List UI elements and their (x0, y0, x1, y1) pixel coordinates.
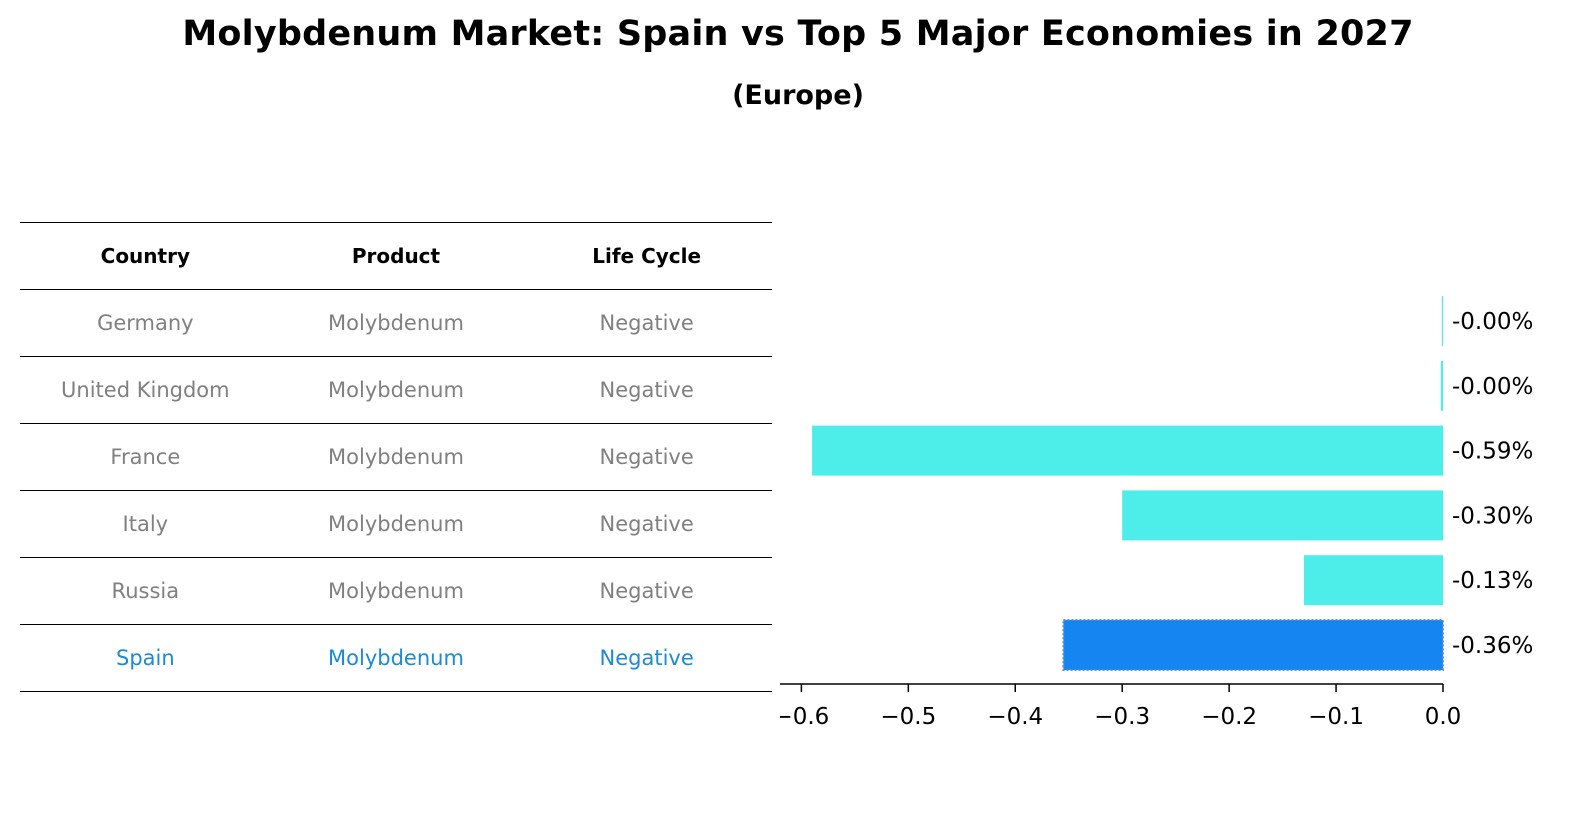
table-row-highlighted: Spain Molybdenum Negative (20, 624, 772, 692)
bar-spain (1062, 619, 1444, 671)
cell-product: Molybdenum (270, 490, 522, 558)
data-table: Country Product Life Cycle Germany Molyb… (20, 222, 772, 692)
cell-country: Russia (20, 557, 271, 625)
header-product: Product (270, 222, 522, 290)
x-tick-label: −0.4 (987, 704, 1043, 730)
bar-italy (1122, 490, 1443, 541)
cell-product: Molybdenum (270, 289, 522, 357)
bar-russia (1303, 555, 1443, 606)
cell-country: Germany (20, 289, 271, 357)
x-tick-label: −0.5 (880, 704, 936, 730)
bar-value-label: -0.30% (1452, 503, 1533, 529)
cell-product: Molybdenum (270, 557, 522, 625)
bar-germany (1441, 296, 1443, 346)
cell-product: Molybdenum (270, 624, 522, 692)
cell-product: Molybdenum (270, 356, 522, 424)
table-row: United Kingdom Molybdenum Negative (20, 356, 772, 424)
header-country: Country (20, 222, 271, 290)
bar-value-label: -0.59% (1452, 439, 1533, 465)
country-table: Country Product Life Cycle Germany Molyb… (20, 222, 772, 692)
table-row: Germany Molybdenum Negative (20, 289, 772, 357)
table-row: France Molybdenum Negative (20, 423, 772, 491)
bar-united-kingdom (1440, 360, 1443, 411)
cell-life-cycle: Negative (521, 557, 772, 625)
cell-life-cycle: Negative (521, 624, 772, 692)
x-tick-label: −0.6 (780, 704, 829, 730)
x-tick-label: −0.3 (1094, 704, 1150, 730)
cell-life-cycle: Negative (521, 356, 772, 424)
chart-title: Molybdenum Market: Spain vs Top 5 Major … (182, 14, 1414, 54)
cell-life-cycle: Negative (521, 423, 772, 491)
bar-chart: -0.00% -0.00% -0.59% -0.30% -0.13% -0.36% −0.6… (780, 296, 1533, 730)
cell-product: Molybdenum (270, 423, 522, 491)
cell-country: France (20, 423, 271, 491)
bar-france (812, 425, 1443, 476)
bar-value-label: -0.13% (1452, 568, 1533, 594)
x-tick-label: 0.0 (1425, 704, 1462, 730)
cell-country: Spain (20, 624, 271, 692)
cell-life-cycle: Negative (521, 289, 772, 357)
cell-life-cycle: Negative (521, 490, 772, 558)
chart-subtitle: (Europe) (732, 80, 864, 111)
x-tick-label: −0.2 (1201, 704, 1257, 730)
bar-value-label: -0.36% (1452, 633, 1533, 659)
x-tick-label: −0.1 (1308, 704, 1364, 730)
table-header-row: Country Product Life Cycle (20, 222, 772, 290)
cell-country: Italy (20, 490, 271, 558)
table-row: Russia Molybdenum Negative (20, 557, 772, 625)
table-row: Italy Molybdenum Negative (20, 490, 772, 558)
cell-country: United Kingdom (20, 356, 271, 424)
bar-value-label: -0.00% (1452, 309, 1533, 335)
bar-value-label: -0.00% (1452, 374, 1533, 400)
header-life-cycle: Life Cycle (521, 222, 772, 290)
